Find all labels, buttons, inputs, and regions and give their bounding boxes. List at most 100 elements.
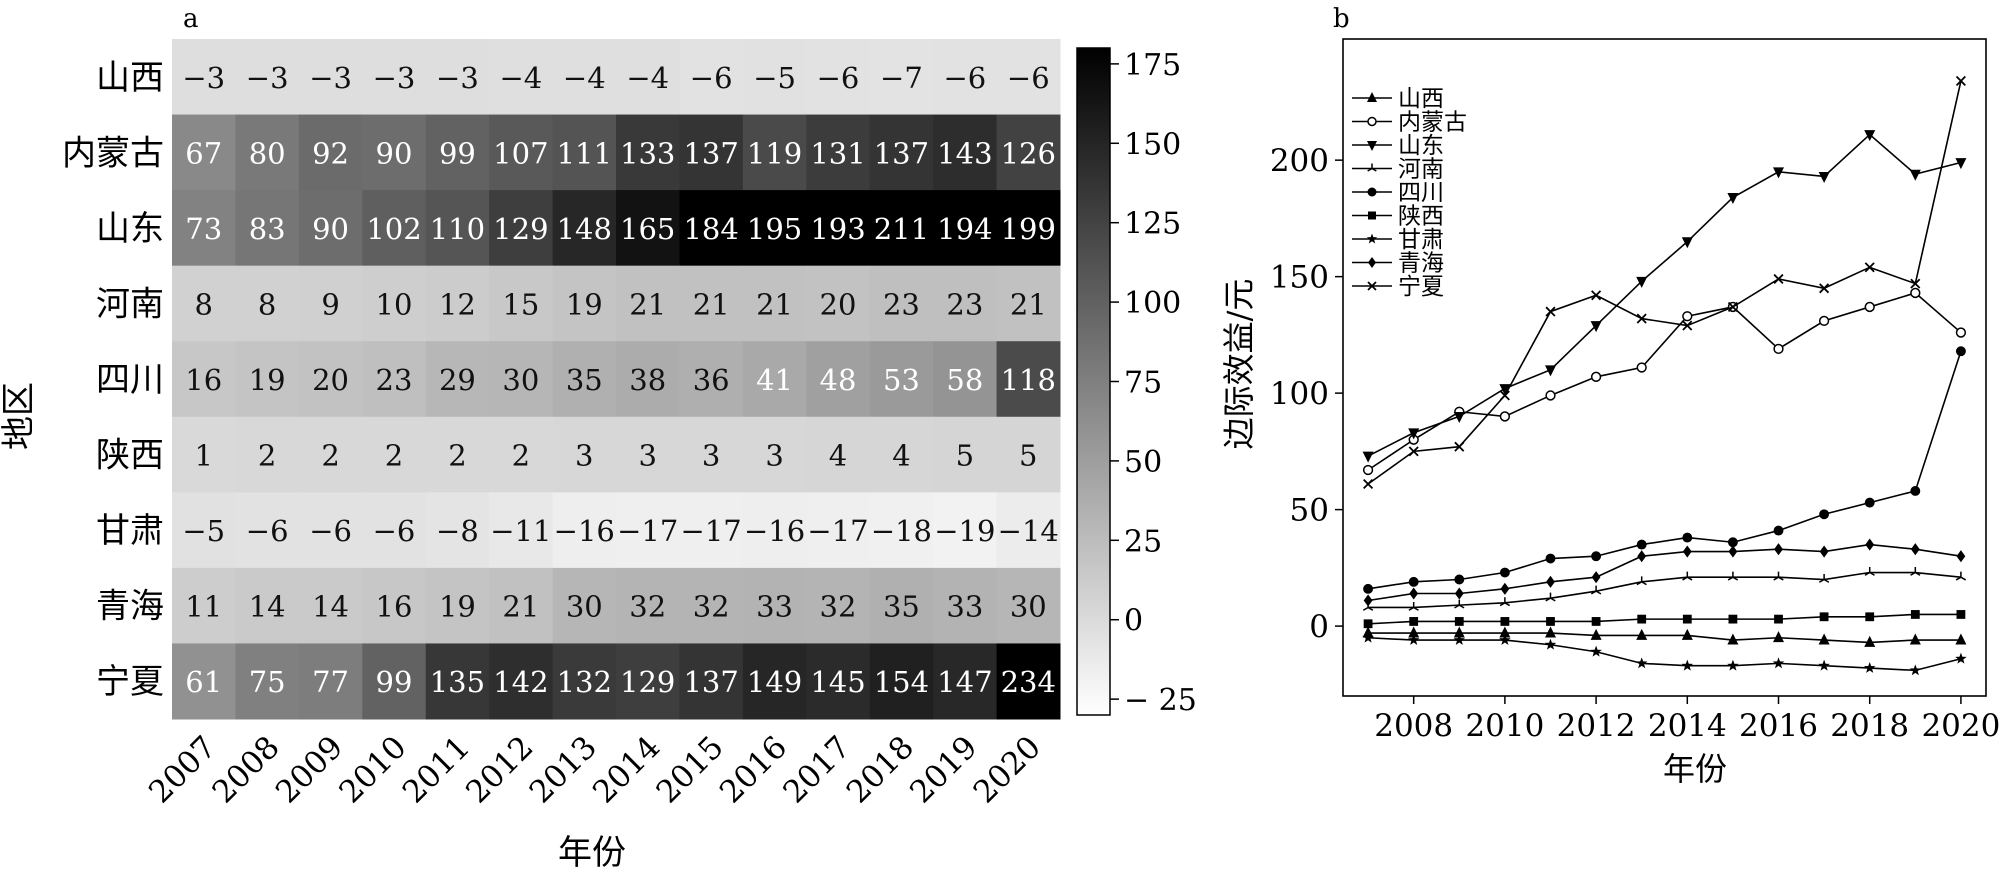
data-point — [1637, 550, 1647, 563]
heatmap-row-label: 宁夏 — [96, 662, 164, 702]
heatmap-cell — [806, 39, 871, 116]
heatmap-cell — [869, 190, 934, 267]
series-line — [1367, 80, 1962, 485]
heatmap-column-label: 2014 — [586, 729, 667, 810]
heatmap-cell — [996, 416, 1061, 493]
heatmap-cell-value: 21 — [629, 287, 666, 321]
heatmap-cell — [172, 341, 236, 418]
heatmap-cell — [235, 416, 300, 493]
legend-label: 陕西 — [1398, 204, 1444, 230]
legend-item: 四川 — [1352, 180, 1444, 206]
heatmap-cell-value: 80 — [249, 136, 286, 170]
heatmap-cell-value: −5 — [753, 61, 796, 95]
heatmap-cell — [425, 492, 490, 569]
heatmap-cell-value: 99 — [439, 136, 476, 170]
heatmap-cell — [235, 39, 300, 116]
heatmap-cell-value: 3 — [702, 439, 720, 473]
data-point — [1910, 287, 1921, 299]
colorbar: − 25 0 25 50 75 100 125 150 175 — [1076, 47, 1197, 718]
heatmap-cell-value: 32 — [820, 590, 857, 624]
heatmap-cell — [616, 643, 680, 720]
heatmap-cell — [679, 643, 744, 720]
data-point — [1454, 574, 1465, 585]
heatmap-cell — [933, 39, 998, 116]
legend-label: 山西 — [1398, 86, 1444, 112]
heatmap-cell — [298, 643, 363, 720]
data-point — [1367, 187, 1377, 197]
heatmap-cell-value: 30 — [1010, 590, 1047, 624]
heatmap-column-label: 2012 — [459, 729, 540, 810]
heatmap-cell — [616, 492, 680, 569]
data-point — [1636, 276, 1648, 288]
heatmap-cell — [869, 567, 934, 644]
data-point — [1819, 283, 1830, 294]
legend-label: 山东 — [1398, 133, 1444, 159]
data-point — [1864, 567, 1875, 576]
heatmap-cell-value: 29 — [439, 363, 476, 397]
data-point — [1682, 311, 1693, 322]
heatmap-cell-value: 129 — [620, 665, 675, 699]
heatmap-cell-value: 33 — [756, 590, 793, 624]
data-point — [1863, 661, 1876, 673]
data-point — [1362, 631, 1374, 643]
heatmap-cell — [362, 341, 427, 418]
series-line — [1367, 543, 1962, 602]
data-point — [1454, 599, 1465, 609]
data-point — [1363, 619, 1373, 629]
data-point — [1819, 545, 1829, 558]
data-point — [1546, 617, 1555, 626]
heatmap-cell — [298, 39, 363, 116]
data-point — [1819, 509, 1830, 520]
heatmap-column-label: 2013 — [523, 729, 604, 810]
heatmap-cell-value: 3 — [638, 439, 656, 473]
heatmap-cell — [362, 643, 427, 720]
data-point — [1409, 587, 1419, 600]
series-line — [1368, 571, 1961, 609]
series — [1362, 130, 1967, 463]
heatmap-cell — [996, 190, 1061, 267]
heatmap-cell-value: 8 — [194, 287, 212, 321]
heatmap-row-label: 山东 — [96, 209, 164, 249]
heatmap-cell-value: 36 — [693, 363, 730, 397]
heatmap-cell-value: −6 — [246, 514, 289, 548]
heatmap-cell-value: 2 — [512, 439, 530, 473]
heatmap-cell-value: 184 — [683, 212, 738, 246]
x-tick-label: 2012 — [1557, 708, 1636, 744]
heatmap-cell — [489, 643, 554, 720]
heatmap-cell-value: 2 — [258, 439, 276, 473]
heatmap-cell-value: 92 — [312, 136, 349, 170]
heatmap-cell — [172, 190, 236, 267]
data-point — [1682, 532, 1693, 543]
heatmap-cell — [996, 114, 1061, 191]
heatmap-cell — [806, 567, 871, 644]
heatmap-cell — [869, 416, 934, 493]
data-point — [1591, 551, 1602, 562]
heatmap-cell-value: 9 — [321, 287, 339, 321]
data-point — [1727, 571, 1739, 581]
heatmap-cell — [172, 567, 236, 644]
data-point — [1499, 597, 1511, 607]
data-point — [1728, 545, 1738, 558]
data-point — [1774, 543, 1783, 556]
y-tick-label: 50 — [1290, 493, 1329, 529]
heatmap-cell — [552, 341, 617, 418]
y-tick-label: 100 — [1270, 376, 1329, 412]
heatmap-cell — [933, 567, 998, 644]
x-tick-label: 2010 — [1465, 708, 1544, 744]
legend-item: 陕西 — [1352, 204, 1444, 230]
data-point — [1367, 116, 1377, 127]
heatmap-cell-value: 83 — [249, 212, 286, 246]
data-point — [1772, 657, 1785, 669]
data-point — [1681, 628, 1693, 640]
data-point — [1864, 262, 1875, 273]
data-point — [1453, 634, 1466, 645]
heatmap-cell-value: 5 — [1019, 439, 1037, 473]
heatmap-cell — [362, 416, 427, 493]
data-point — [1773, 571, 1784, 581]
heatmap-cell — [679, 567, 744, 644]
heatmap-cell-value: 193 — [810, 212, 865, 246]
data-point — [1408, 601, 1419, 611]
x-tick-label: 2008 — [1374, 708, 1453, 744]
heatmap-cell — [235, 567, 300, 644]
